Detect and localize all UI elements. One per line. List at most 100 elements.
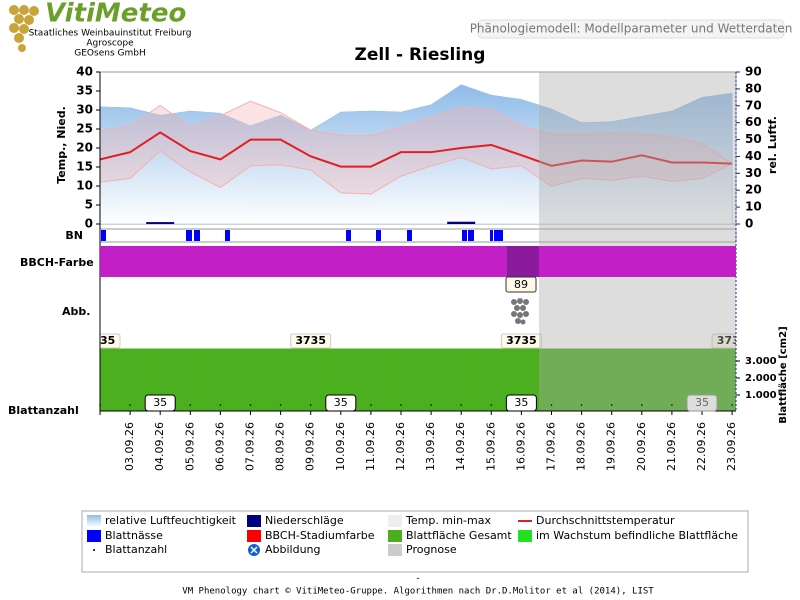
x-tick-label: 06.09.26 — [213, 422, 226, 471]
legend-swatch — [87, 515, 101, 527]
y-tick-label: 15 — [76, 160, 93, 174]
legend — [81, 510, 749, 573]
leaf-area-bar — [416, 348, 447, 411]
y-tick-label: 25 — [76, 122, 93, 136]
leaf-area-bar — [205, 348, 236, 411]
leaf-count-dot — [430, 404, 432, 406]
logo-grapes — [9, 5, 39, 52]
logo: VitiMeteo — [45, 0, 186, 29]
bbch-label-box — [505, 276, 537, 293]
x-tick-label: 18.09.26 — [575, 422, 588, 471]
leaf-area-bar — [175, 348, 206, 411]
leaf-area-tick-label: 3.000 — [745, 356, 777, 367]
leaf-area-bar — [115, 348, 146, 411]
model-button[interactable] — [477, 19, 785, 39]
bbch-band-current — [506, 246, 539, 277]
y2-tick-label: 40 — [745, 149, 762, 163]
precipitation-bar — [146, 222, 175, 224]
leaf-count-label: 35 — [514, 396, 528, 409]
x-tick-label: 19.09.26 — [605, 422, 618, 471]
leaf-count-box — [505, 394, 537, 412]
model-button-label[interactable]: Phänologiemodell: Modellparameter und We… — [470, 22, 793, 36]
precipitation-bar — [447, 221, 476, 224]
x-tick-label: 13.09.26 — [424, 422, 437, 471]
x-tick-label: 09.09.26 — [304, 422, 317, 471]
bbch-band — [100, 246, 507, 277]
leaf-count-dot — [219, 404, 222, 406]
org-line: GEOsens GmbH — [74, 49, 145, 59]
temp-max-line — [100, 100, 733, 164]
y2-tick-label: 60 — [745, 115, 762, 129]
leaf-area-bar — [295, 348, 327, 411]
leaf-area-axis-label: Blattfläche [cm2] — [778, 326, 789, 423]
prognosis-region — [539, 72, 736, 411]
leaf-area-label-box — [711, 333, 736, 349]
leaf-count-dot — [671, 404, 673, 406]
leaf-count-dot — [309, 404, 312, 406]
legend-label: Niederschläge — [265, 514, 344, 527]
leaf-count-dot — [99, 404, 101, 406]
x-tick-label: 12.09.26 — [394, 422, 407, 471]
legend-label: Durchschnittstemperatur — [536, 514, 675, 527]
leaf-area-tick-label: 2.000 — [745, 373, 777, 384]
leaf-area-label: 3735 — [717, 334, 748, 347]
strip-label: BN — [65, 229, 83, 242]
legend-swatch — [388, 515, 402, 527]
strip-label: Abb. — [62, 305, 90, 318]
x-tick-label: 07.09.26 — [244, 422, 257, 471]
x-tick-label: 15.09.26 — [484, 422, 497, 471]
y-axis-label: Temp., Nied. — [55, 106, 68, 184]
leaf-area-bar — [536, 348, 568, 411]
legend-swatch-cross — [250, 546, 258, 554]
y2-tick-label: 30 — [745, 166, 762, 180]
y2-axis-label: rel. Luftf. — [766, 116, 779, 174]
x-tick-label: 05.09.26 — [183, 422, 196, 471]
bbch-label: 89 — [514, 278, 528, 291]
leaf-count-dot — [580, 404, 583, 406]
leaf-count-dot — [460, 404, 463, 406]
leaf-area-label-box — [500, 333, 542, 349]
x-tick-label: 04.09.26 — [153, 422, 166, 471]
leaf-count-label: 35 — [153, 396, 167, 409]
legend-swatch — [247, 515, 261, 527]
leaf-area-label: 3735 — [506, 334, 537, 347]
y-tick-label: 10 — [76, 179, 93, 193]
y2-tick-label: 90 — [745, 65, 762, 79]
legend-label: Blattanzahl — [105, 543, 167, 556]
footer-dash: - — [416, 574, 419, 584]
legend-label: Blattnässe — [105, 529, 163, 542]
x-tick-label: 10.09.26 — [334, 422, 347, 471]
legend-swatch — [93, 549, 95, 551]
leaf-area-bar — [566, 348, 598, 411]
leaf-count-dot — [249, 404, 252, 406]
leaf-area-bar — [717, 348, 736, 411]
leaf-count-dot — [400, 404, 402, 406]
legend-label: relative Luftfeuchtigkeit — [105, 514, 237, 527]
x-tick-label: 11.09.26 — [364, 422, 377, 471]
leaf-count-dot — [279, 404, 282, 406]
strip-label: BBCH-Farbe — [20, 256, 94, 269]
legend-label: BBCH-Stadiumfarbe — [265, 529, 375, 542]
x-tick-label: 23.09.26 — [725, 422, 738, 471]
legend-swatch — [518, 530, 532, 542]
leaf-count-dot — [610, 404, 613, 406]
x-tick-label: 22.09.26 — [695, 422, 708, 471]
leaf-area-label-box — [290, 333, 332, 349]
leaf-area-tick-label: 1.000 — [745, 390, 777, 401]
temp-min-line — [100, 150, 733, 195]
y2-tick-label: 80 — [745, 81, 762, 95]
y-tick-label: 20 — [76, 141, 93, 155]
org-line: Staatliches Weinbauinstitut Freiburg — [29, 29, 192, 39]
footer: VM Phenology chart © VitiMeteo-Gruppe. A… — [182, 587, 654, 597]
y-tick-label: 5 — [85, 198, 93, 212]
leaf-count-dot — [641, 404, 643, 406]
x-tick-label: 20.09.26 — [635, 422, 648, 471]
leaf-area-label: 3735 — [295, 334, 326, 347]
leaf-area-bar — [626, 348, 658, 411]
leaf-count-dot — [550, 404, 553, 406]
leaf-area-bar — [235, 348, 267, 411]
legend-swatch — [87, 530, 101, 542]
y2-tick-label: 20 — [745, 183, 762, 197]
temp-band — [100, 101, 733, 194]
legend-label: Blattfläche Gesamt — [406, 529, 512, 542]
